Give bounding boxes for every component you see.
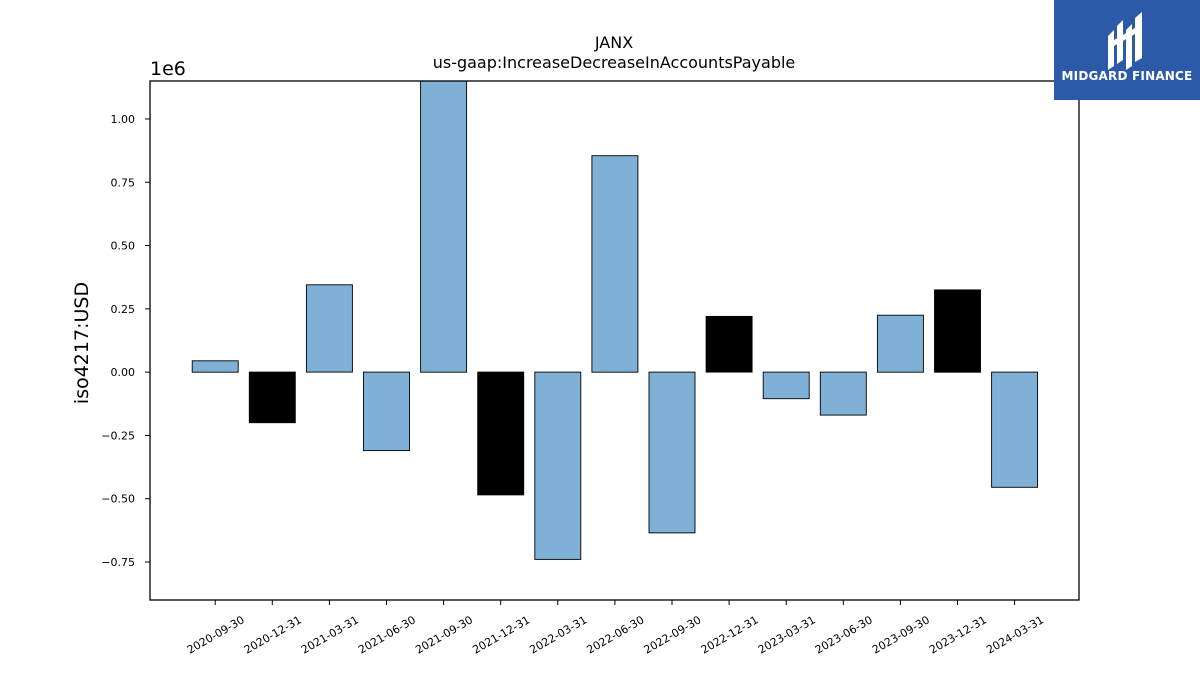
bar-2024-03-31 [991,371,1039,488]
x-tick-label: 2021-06-30 [356,613,418,656]
x-tick-label: 2020-09-30 [185,613,247,656]
midgard-logo: MIDGARD FINANCE [1054,0,1200,100]
y-tick-label: 1.00 [111,113,136,126]
plot-frame [149,80,1080,601]
x-tick-label: 2022-06-30 [585,613,647,656]
x-tick-label: 2021-03-31 [299,613,361,656]
bar-2023-09-30 [876,314,924,373]
y-tick-label: −0.75 [101,556,135,569]
logo-text: MIDGARD FINANCE [1061,69,1193,83]
y-tick-label: 0.50 [111,240,136,253]
x-tick-label: 2021-12-31 [470,613,532,656]
bars-group [191,81,1039,560]
chart-title: JANX [594,33,633,52]
bar-2021-06-30 [363,371,410,452]
bar-2023-03-31 [762,371,810,400]
x-tick-label: 2023-06-30 [813,613,875,656]
y-axis-label: iso4217:USD [71,282,93,404]
bar-2020-12-31 [248,371,296,424]
bar-2021-12-31 [477,371,525,496]
bar-2021-03-31 [305,284,353,373]
y-tick-label: 0.25 [111,303,136,316]
x-tick-label: 2020-12-31 [242,613,304,656]
x-tick-label: 2022-03-31 [527,613,589,656]
x-tick-label: 2024-03-31 [984,613,1046,656]
x-tick-label: 2023-03-31 [756,613,818,656]
bar-2023-06-30 [819,371,867,416]
midgard-logo-icon [1108,12,1142,70]
chart-subtitle: us-gaap:IncreaseDecreaseInAccountsPayabl… [433,53,796,72]
x-tick-label: 2022-09-30 [642,613,704,656]
bar-2020-09-30 [191,360,239,373]
bar-2022-12-31 [705,315,753,373]
bar-2021-09-30 [420,81,468,373]
y-tick-label: 0.75 [111,176,136,189]
x-ticks-group: 2020-09-302020-12-312021-03-312021-06-30… [185,600,1046,657]
y-tick-label: −0.25 [101,429,135,442]
y-offset-label: 1e6 [150,58,186,80]
y-tick-label: 0.00 [111,366,136,379]
x-tick-label: 2023-12-31 [927,613,989,656]
y-ticks-group: −0.75 −0.50 −0.25 0.00 0.25 0.50 0.75 1.00 [101,113,150,569]
bar-2022-06-30 [591,155,639,373]
x-tick-label: 2023-09-30 [870,613,932,656]
x-tick-label: 2021-09-30 [413,613,475,656]
bar-2022-03-31 [534,371,582,560]
y-tick-label: −0.50 [101,493,135,506]
bar-2023-12-31 [934,289,981,373]
x-tick-label: 2022-12-31 [699,613,761,656]
bar-2022-09-30 [648,371,696,534]
